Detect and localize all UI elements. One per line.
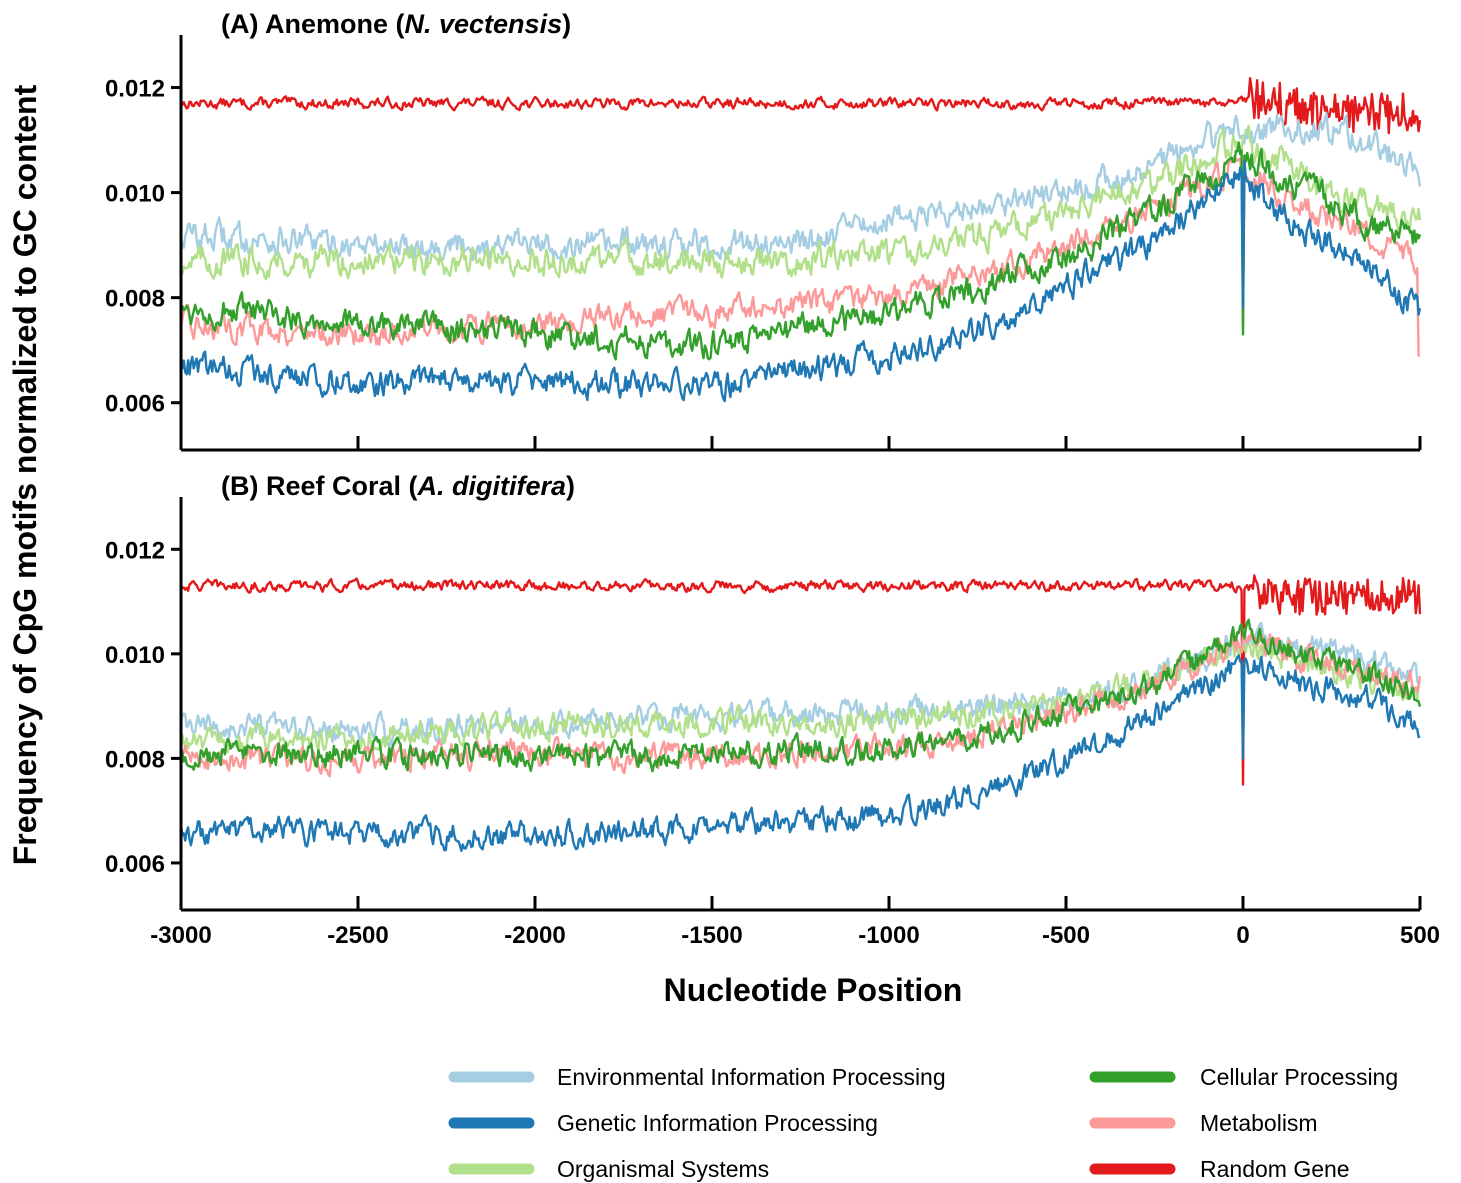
panel-title: (A) Anemone (N. vectensis) [221,9,571,39]
x-tick-label: -1000 [858,922,919,949]
legend-label: Metabolism [1200,1110,1318,1136]
y-tick-label: 0.006 [105,851,165,878]
x-tick-label: 0 [1236,922,1249,949]
y-tick-label: 0.010 [105,642,165,669]
series-line-organismal-systems [179,124,1422,281]
x-tick-label: -2500 [327,922,388,949]
panel-title-species: A. digitifera [417,471,567,501]
legend-label: Genetic Information Processing [557,1110,878,1136]
series-line-cellular-processing [179,618,1422,773]
y-tick-label: 0.008 [105,746,165,773]
panel-title-species: N. vectensis [405,9,563,39]
panel-title-suffix: ) [566,471,575,501]
y-axis-label: Frequency of CpG motifs normalized to GC… [7,84,43,865]
panel-title: (B) Reef Coral (A. digitifera) [221,471,575,501]
legend-label: Random Gene [1200,1156,1350,1182]
panel-title-prefix: (A) Anemone ( [221,9,405,39]
legend-label: Environmental Information Processing [557,1064,946,1090]
legend-label: Organismal Systems [557,1156,769,1182]
x-axis-label: Nucleotide Position [664,972,963,1008]
series-line-organismal-systems [179,635,1421,757]
series-line-genetic-information-processing [179,654,1421,852]
series-line-random-gene [179,574,1422,786]
panel-title-prefix: (B) Reef Coral ( [221,471,418,501]
series-line-metabolism [179,154,1420,357]
panel-a: (A) Anemone (N. vectensis) 0.006 0.008 0.01… [105,9,1422,452]
y-tick-label: 0.006 [105,391,165,418]
panel-b: (B) Reef Coral (A. digitifera) 0.006 0.008… [105,471,1440,949]
series-line-genetic-information-processing [180,159,1422,403]
panel-title-suffix: ) [562,9,571,39]
x-tick-label: -500 [1042,922,1090,949]
x-tick-label: 500 [1400,922,1440,949]
y-tick-label: 0.012 [105,76,165,103]
legend: Environmental Information Processing Gene… [448,1064,1398,1182]
y-tick-label: 0.012 [105,537,165,564]
x-tick-label: -2000 [504,922,565,949]
series-line-cellular-processing [179,141,1422,361]
series-line-random-gene [180,76,1422,135]
x-tick-label: -1500 [681,922,742,949]
x-tick-label: -3000 [150,922,211,949]
legend-label: Cellular Processing [1200,1064,1398,1090]
y-tick-label: 0.010 [105,181,165,208]
y-tick-label: 0.008 [105,286,165,313]
